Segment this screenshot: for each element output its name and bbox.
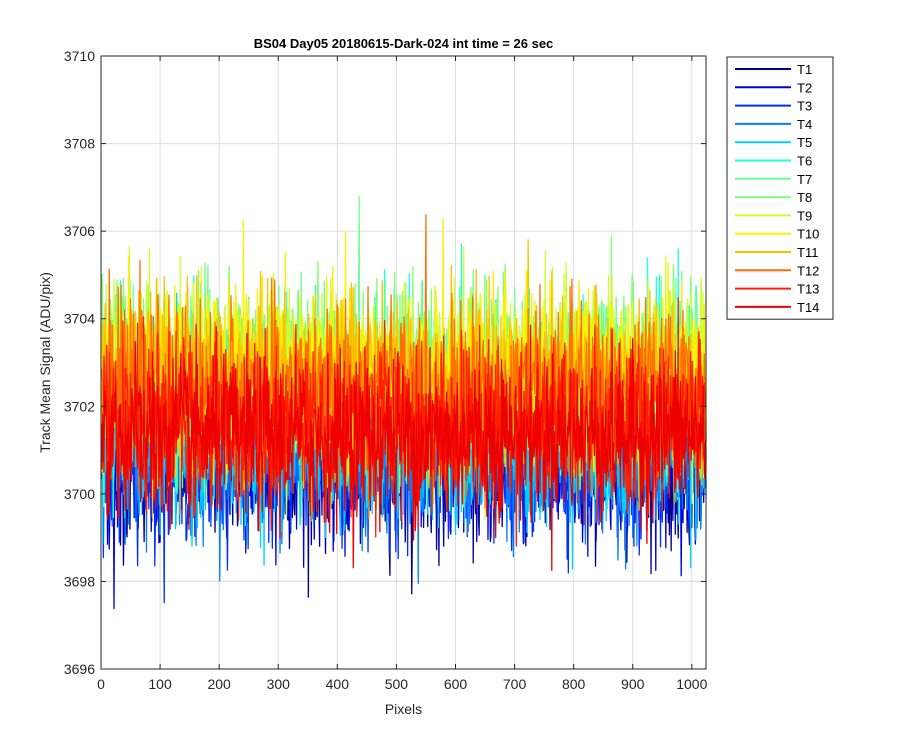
legend-label-t11: T11 — [797, 245, 818, 260]
legend-label-t14: T14 — [797, 300, 819, 315]
x-tick-label: 900 — [621, 676, 645, 692]
legend-label-t4: T4 — [797, 117, 812, 132]
y-tick-label: 3710 — [64, 48, 95, 64]
legend-label-t5: T5 — [797, 135, 812, 150]
series-layer — [100, 196, 707, 610]
legend-label-t6: T6 — [797, 154, 812, 169]
y-axis-label: Track Mean Signal (ADU/pix) — [37, 272, 53, 453]
legend-label-t9: T9 — [797, 208, 812, 223]
chart-title: BS04 Day05 20180615-Dark-024 int time = … — [254, 36, 554, 51]
legend-label-t7: T7 — [797, 172, 812, 187]
legend-label-t10: T10 — [797, 227, 819, 242]
x-tick-label: 700 — [503, 676, 527, 692]
x-axis-label: Pixels — [385, 701, 422, 717]
x-tick-label: 300 — [267, 676, 291, 692]
x-tick-label: 100 — [148, 676, 172, 692]
y-tick-label: 3706 — [64, 223, 95, 239]
series-line-t14 — [100, 323, 707, 571]
x-tick-label: 500 — [385, 676, 409, 692]
legend-label-t13: T13 — [797, 282, 819, 297]
x-tick-label: 800 — [562, 676, 586, 692]
legend-label-t1: T1 — [797, 62, 812, 77]
y-tick-label: 3696 — [64, 661, 95, 677]
x-tick-label: 600 — [444, 676, 468, 692]
x-tick-label: 400 — [326, 676, 350, 692]
y-tick-label: 3698 — [64, 573, 95, 589]
plot-frame — [100, 55, 707, 670]
legend-label-t12: T12 — [797, 263, 819, 278]
y-tick-label: 3700 — [64, 486, 95, 502]
y-tick-label: 3702 — [64, 398, 95, 414]
x-tick-label: 200 — [207, 676, 231, 692]
legend: T1 T2 T3 T4 T5 T6 T7 T8 T9 T10 T11 T12 T13 T14 — [726, 56, 834, 320]
x-tick-label: 1000 — [676, 676, 707, 692]
legend-box — [726, 56, 834, 320]
legend-label-t3: T3 — [797, 99, 812, 114]
y-axis: 3696 3698 3700 3702 3704 3706 3708 3710 — [64, 48, 706, 677]
x-tick-label: 0 — [97, 676, 105, 692]
y-tick-label: 3704 — [64, 311, 95, 327]
legend-label-t8: T8 — [797, 190, 812, 205]
y-tick-label: 3708 — [64, 136, 95, 152]
legend-label-t2: T2 — [797, 80, 812, 95]
x-axis: 0 100 200 300 400 500 600 700 800 900 1000 — [97, 56, 708, 692]
